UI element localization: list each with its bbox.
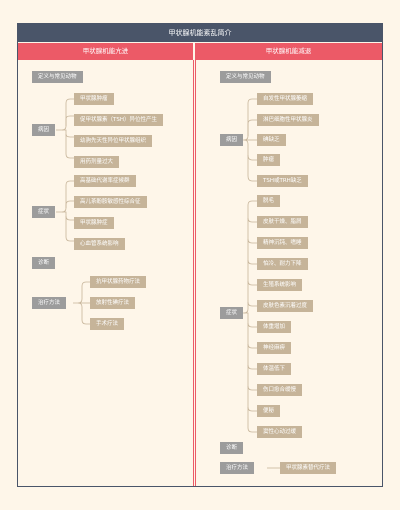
left-treatment-item: 手术疗法 [90,318,125,330]
left-symptom-item: 高儿茶酚胺敏感性综合征 [74,196,147,208]
right-treatment-item: 甲状腺素替代疗法 [280,462,337,474]
right-symptom-item: 脱毛 [257,195,281,207]
left-treatment-node: 治疗方法 [32,297,67,309]
left-etiology-item: 促甲状腺素（TSH）异位性产生 [74,114,163,126]
left-treatment-item: 抗甲状腺药物疗法 [90,276,147,288]
right-etiology-node: 病因 [220,134,244,146]
left-symptom-item: 心血管系统影响 [74,238,125,250]
left-etiology-node: 病因 [32,124,56,136]
column-divider-left [193,60,194,486]
left-symptom-item: 高基础代谢率症候群 [74,175,136,187]
left-diagnosis-node: 诊断 [32,257,56,269]
right-etiology-item: TSH或TRH缺乏 [257,175,308,187]
column-divider-right [195,60,196,486]
right-treatment-node: 治疗方法 [220,462,255,474]
right-symptom-item: 神经麻痹 [257,342,292,354]
right-etiology-item: 碘缺乏 [257,134,286,146]
right-symptom-item: 窦性心动过缓 [257,426,303,438]
left-symptoms-node: 症状 [32,206,56,218]
right-definition-node: 定义与常见动物 [220,71,271,83]
left-etiology-item: 甲状腺肿瘤 [74,93,114,105]
right-symptom-item: 皮肤干燥、脂屑 [257,216,308,228]
right-column-header: 甲状腺机能减退 [195,43,382,60]
left-definition-node: 定义与常见动物 [32,71,83,83]
connector-lines [56,98,280,469]
right-diagnosis-node: 诊断 [220,442,244,454]
left-etiology-item: 幼驹先天性异位甲状腺组织 [74,135,153,147]
right-symptom-item: 伤口愈合缓慢 [257,384,303,396]
left-column-header: 甲状腺机能亢进 [18,43,193,60]
left-etiology-item: 用药剂量过大 [74,156,120,168]
right-symptom-item: 精神沉钝、嗜睡 [257,237,308,249]
right-symptom-item: 便秘 [257,405,281,417]
right-symptom-item: 体重增加 [257,321,292,333]
right-symptom-item: 皮肤色素沉着过度 [257,300,314,312]
right-symptoms-node: 症状 [220,307,244,319]
right-symptom-item: 生殖系统影响 [257,279,303,291]
page-title: 甲状腺机能紊乱简介 [18,24,382,42]
left-treatment-item: 放射性碘疗法 [90,297,136,309]
right-etiology-item: 自发性甲状腺萎缩 [257,93,314,105]
right-symptom-item: 怕冷、耐力下降 [257,258,308,270]
left-symptom-item: 甲状腺肿症 [74,217,114,229]
right-symptom-item: 体温低下 [257,363,292,375]
right-etiology-item: 肿瘤 [257,154,281,166]
right-etiology-item: 淋巴细胞性甲状腺炎 [257,114,319,126]
mindmap-frame: 甲状腺机能紊乱简介 甲状腺机能亢进 甲状腺机能减退 [17,23,383,487]
